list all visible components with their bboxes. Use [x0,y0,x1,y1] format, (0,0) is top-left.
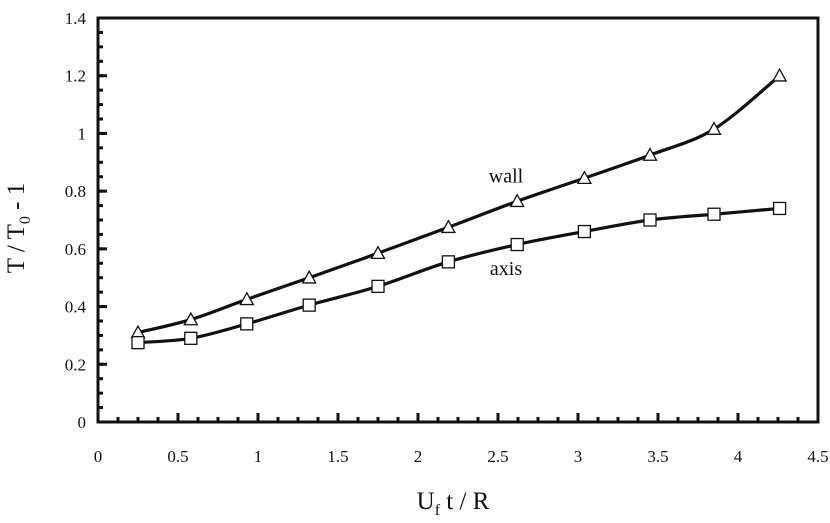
data-point-axis [302,298,316,312]
data-point-wall [771,67,788,82]
data-point-axis [643,213,657,227]
x-tick-label: 0.5 [167,447,188,466]
data-point-axis [577,224,592,239]
annotation-wall: wall [489,165,524,187]
x-tick-label: 1 [254,447,263,466]
x-axis-title: Uf t / R [417,488,490,519]
data-point-axis [184,331,198,345]
x-tick-label: 0 [94,447,103,466]
data-point-axis [772,201,787,216]
y-axis-title-subscript: 0 [17,216,34,224]
series-line-wall [136,74,782,335]
data-point-wall [183,311,199,326]
data-point-wall [509,193,525,208]
x-tick-label: 3.5 [647,447,668,466]
data-point-wall [239,291,255,306]
x-axis-title-subscript: f [435,502,441,519]
x-axis-title-main: U [417,488,435,515]
data-point-wall [706,121,722,135]
y-tick-label: 0.2 [65,355,86,374]
y-tick-label: 0.4 [65,298,87,317]
data-point-axis [510,237,524,252]
data-point-wall [440,219,457,234]
series-line-axis [136,206,782,345]
data-point-axis [707,207,721,221]
y-axis-title-rest: - 1 [3,183,30,216]
y-axis-title: T / T0 - 1 [3,183,34,273]
x-tick-label: 4.5 [807,447,828,466]
x-tick-label: 4 [734,447,743,466]
data-point-wall [370,245,386,260]
annotation-axis: axis [490,258,522,280]
x-tick-label: 2 [414,447,423,466]
y-tick-label: 0.8 [65,182,86,201]
y-tick-label: 0.6 [65,240,86,259]
data-point-axis [240,317,254,331]
data-point-wall [642,147,658,161]
x-tick-label: 1.5 [327,447,348,466]
data-point-wall [301,269,317,284]
x-tick-label: 3 [574,447,583,466]
y-axis-ticks: 0 0.2 0.4 0.6 0.8 1 1.2 1.4 [65,9,107,432]
y-tick-label: 1 [78,124,87,143]
x-axis-title-rest: t / R [440,488,490,515]
y-tick-label: 0 [78,413,87,432]
data-point-wall [576,170,593,185]
y-tick-label: 1.4 [65,9,87,28]
series-group [130,67,788,350]
data-point-axis [371,279,385,294]
x-tick-label: 2.5 [487,447,508,466]
data-point-axis [441,255,456,269]
x-axis-ticks: 0 0.5 1 1.5 2 2.5 3 3.5 4 4.5 [94,413,829,466]
data-point-axis [131,335,145,350]
annotations-group: wall axis [489,165,524,279]
y-tick-label: 1.2 [65,67,86,86]
y-axis-title-main: T / T [3,224,30,273]
